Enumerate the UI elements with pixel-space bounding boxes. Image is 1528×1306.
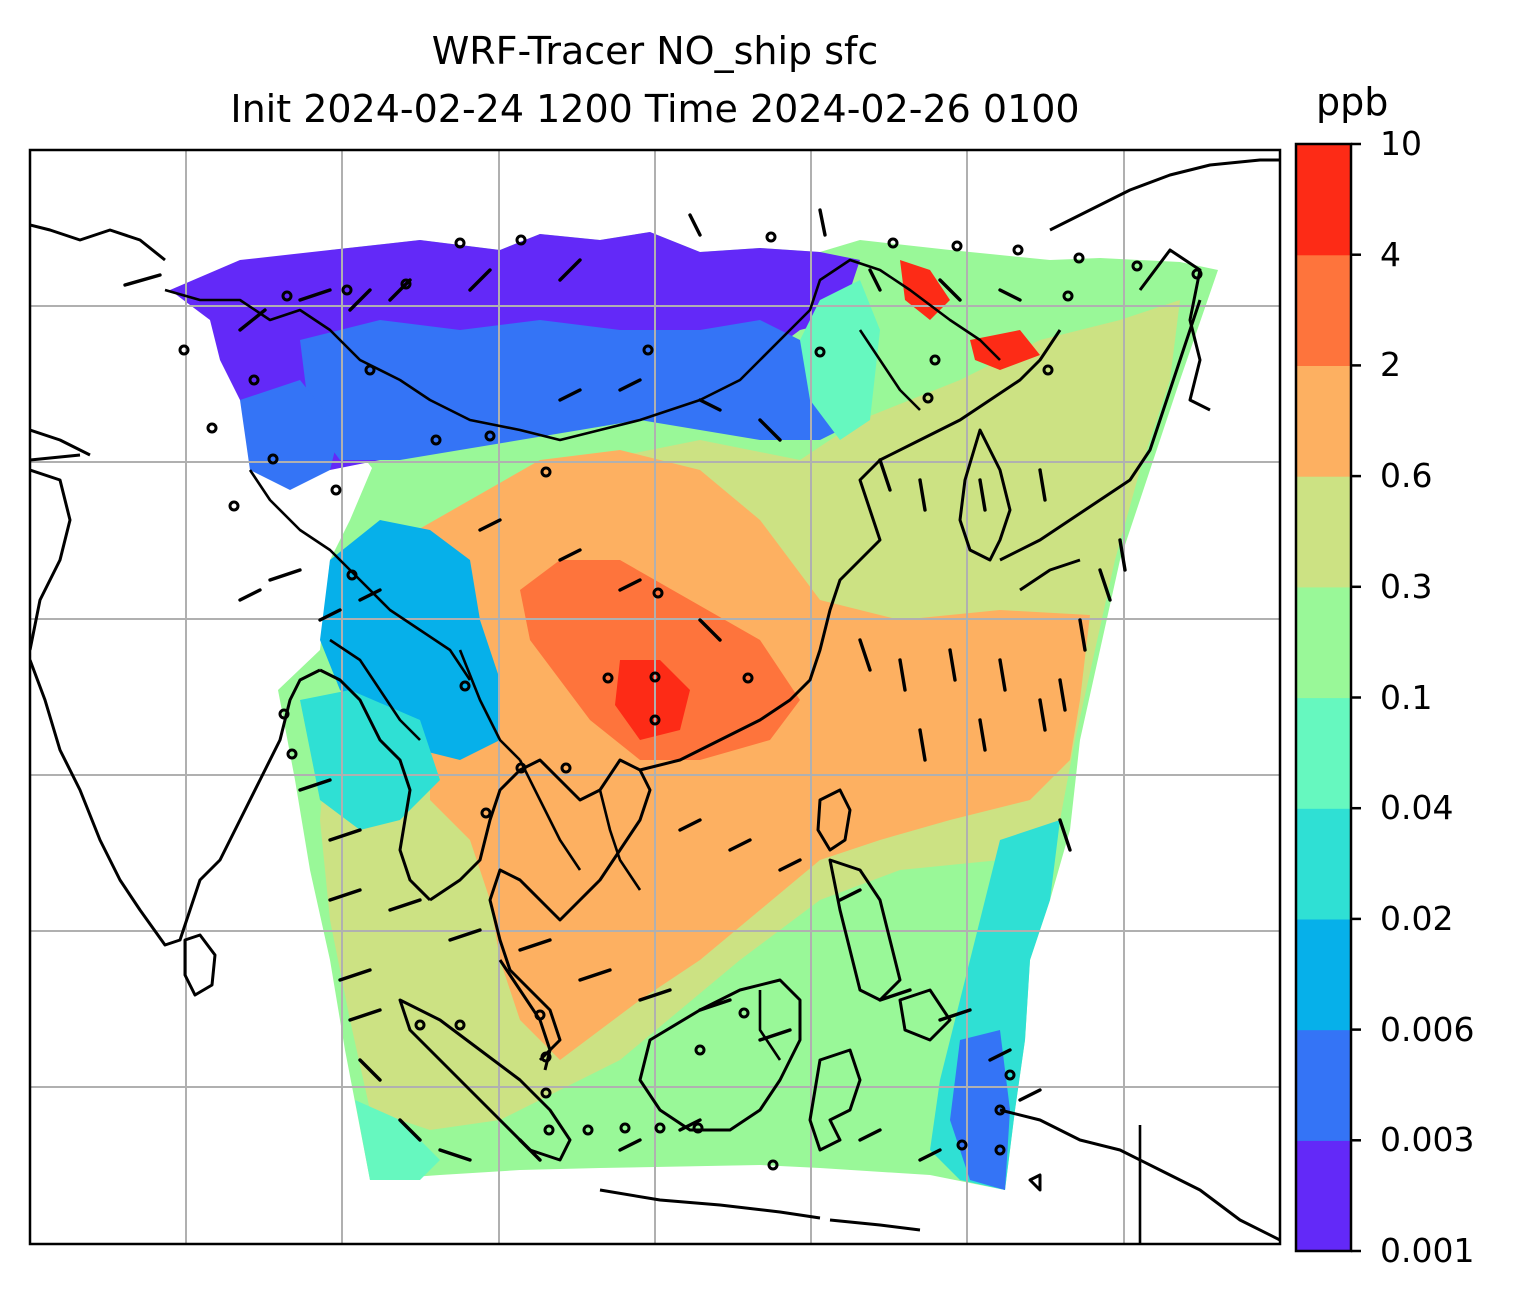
colorbar-tick-label: 4 (1380, 234, 1401, 274)
colorbar-tick-label: 10 (1380, 124, 1422, 163)
map-panel (30, 150, 1280, 1244)
colorbar-tick-label: 0.04 (1380, 788, 1454, 828)
colorbar-bin (1296, 476, 1351, 588)
coast-kamchatka-area (1138, 248, 1211, 412)
coast-japan (999, 299, 1202, 592)
coast-indochina (429, 758, 652, 1062)
coast-korea (958, 428, 1012, 562)
wind-barbs (123, 208, 1127, 1162)
field-band-4-10 (615, 260, 1040, 740)
coast-china (639, 329, 1062, 772)
coastlines (30, 158, 1280, 1242)
colorbar-bin (1296, 1029, 1351, 1141)
coast-india (30, 468, 321, 947)
colorbar-bin (1296, 254, 1351, 366)
colorbar-bin (1296, 144, 1351, 256)
colorbar-tick-label: 0.02 (1380, 898, 1454, 938)
country-borders (164, 258, 1142, 1244)
coast-taiwan (816, 788, 852, 852)
calm-wind-circles (178, 231, 1203, 1171)
colorbar-bin (1296, 365, 1351, 477)
colorbar-tick-label: 2 (1380, 345, 1401, 385)
colorbar-unit-label: ppb (1316, 80, 1389, 124)
coast-sulawesi (808, 1048, 862, 1152)
colorbar (1296, 142, 1361, 1253)
colorbar-tick-label: 0.6 (1380, 456, 1433, 496)
colorbar-bin (1296, 918, 1351, 1031)
colorbar-bin (1296, 808, 1351, 920)
colorbar-bin (1296, 1140, 1351, 1252)
colorbar-tick-label: 0.003 (1380, 1120, 1475, 1160)
map-frame (28, 148, 1282, 1246)
coast-borneo (638, 978, 802, 1132)
colorbar-tick-label: 0.001 (1380, 1231, 1475, 1270)
coast-sumatra (398, 998, 572, 1162)
coast-nusa-tenggara (829, 1173, 1042, 1232)
coast-srilanka (183, 933, 217, 997)
map-title-line1: WRF-Tracer NO_ship sfc (431, 29, 879, 73)
coast-bay-east (319, 668, 432, 902)
colorbar-bin (1296, 586, 1351, 699)
coast-java (599, 1188, 821, 1220)
coast-siberia (1049, 158, 1280, 232)
field-south-low (355, 1100, 440, 1180)
colorbar-tick-label: 0.3 (1380, 566, 1433, 606)
colorbar-frame (1294, 142, 1353, 1253)
coast-philippines (828, 858, 952, 1042)
colorbar-tick-label: 0.1 (1380, 677, 1433, 717)
field-northeast (800, 280, 880, 440)
colorbar-bin (1296, 697, 1351, 809)
colorbar-tick-label: 0.006 (1380, 1009, 1475, 1049)
concentration-field (170, 232, 1218, 1190)
coast-northwest (30, 223, 166, 462)
map-title-line2: Init 2024-02-24 1200 Time 2024-02-26 010… (230, 87, 1080, 131)
